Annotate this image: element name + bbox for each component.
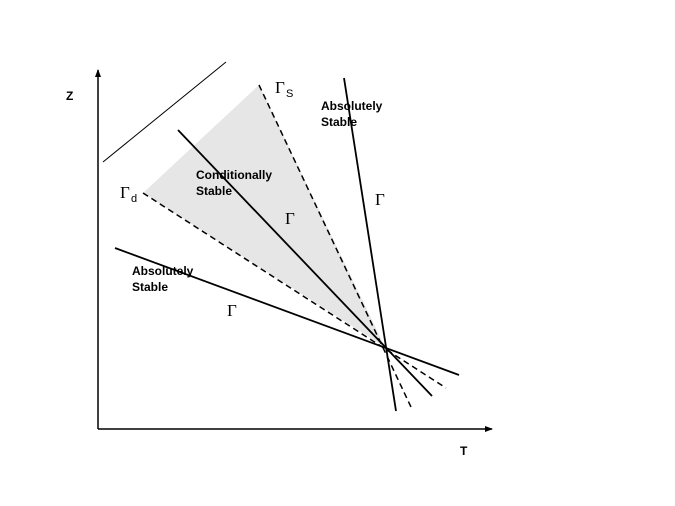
svg-text:Stable: Stable — [132, 280, 168, 294]
conditionally-stable-label: Conditionally Stable — [196, 168, 272, 198]
absolutely-stable-upper-label: Absolutely Stable — [321, 99, 383, 129]
svg-text:Stable: Stable — [196, 184, 232, 198]
svg-text:Absolutely: Absolutely — [321, 99, 383, 113]
gamma-label-upper: Γ — [375, 190, 385, 209]
gamma-d-label: Γ d — [120, 183, 137, 205]
gamma-line-conditional — [177, 129, 433, 397]
svg-text:d: d — [131, 193, 137, 205]
y-axis-label: Z — [66, 89, 73, 103]
svg-text:Γ: Γ — [275, 78, 285, 97]
x-axis-label: T — [460, 444, 468, 458]
conditionally-stable-region — [143, 85, 385, 347]
gamma-s-label: Γ S — [275, 78, 293, 100]
svg-text:Γ: Γ — [120, 183, 130, 202]
svg-text:Stable: Stable — [321, 115, 357, 129]
gamma-line-absolutely-stable-upper — [343, 77, 397, 412]
gamma-label-lower: Γ — [227, 301, 237, 320]
gamma-label-conditional: Γ — [285, 209, 295, 228]
svg-text:Conditionally: Conditionally — [196, 168, 272, 182]
svg-text:S: S — [286, 88, 293, 100]
absolutely-stable-lower-label: Absolutely Stable — [132, 264, 194, 294]
reference-line — [102, 61, 227, 163]
gamma-d-line — [142, 192, 447, 389]
svg-text:Absolutely: Absolutely — [132, 264, 194, 278]
gamma-line-absolutely-stable-lower — [114, 247, 460, 376]
